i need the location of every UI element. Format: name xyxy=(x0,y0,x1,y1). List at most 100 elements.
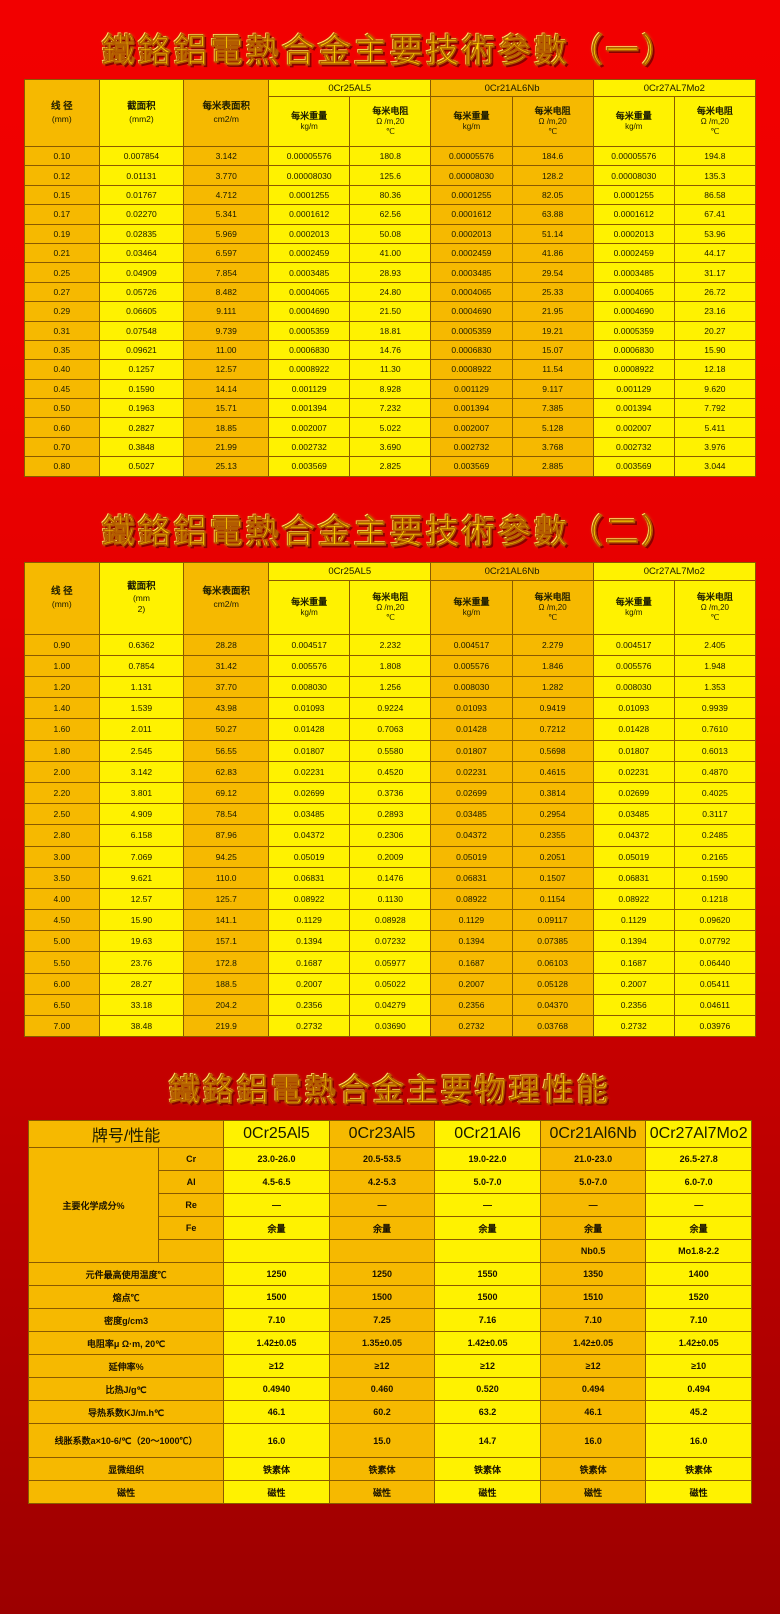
table-cell: 0.0001612 xyxy=(430,204,513,225)
table-cell: 0.008030 xyxy=(268,676,351,699)
table-cell: 204.2 xyxy=(183,993,270,1017)
header-alloy-0cr25al5: 0Cr25AL5 xyxy=(268,561,432,581)
table-row: 6.00 28.27 188.5 0.2007 0.05022 0.2007 0.05128… xyxy=(24,972,757,995)
table-cell: 0.1130 xyxy=(349,887,432,911)
table-cell: 0.0004065 xyxy=(592,281,675,303)
table-cell: 0.08922 xyxy=(430,887,513,911)
table-cell: 9.620 xyxy=(673,378,757,400)
table-cell: 磁性 xyxy=(434,1480,541,1505)
table-cell: 180.8 xyxy=(349,145,432,167)
table-cell: 9.117 xyxy=(511,378,594,400)
table1-header-group-row: 线 径 (mm) 截面积 (mm2) 每米表面积 cm2/m 0Cr25AL5 … xyxy=(24,79,757,147)
table2-header-group-row: 线 径 (mm) 截面积 (mm 2) 每米表面积 cm2/m 0Cr25AL5… xyxy=(24,561,757,635)
table-cell: 1400 xyxy=(645,1262,752,1287)
table-cell: 9.739 xyxy=(183,320,270,341)
table-cell: 0.004517 xyxy=(430,633,513,656)
wire-parameters-table-2: 线 径 (mm) 截面积 (mm 2) 每米表面积 cm2/m 0Cr25AL5… xyxy=(24,561,757,1038)
table-cell: 25.33 xyxy=(511,281,594,303)
table-cell: 0.05726 xyxy=(98,281,185,303)
table-cell: 0.4940 xyxy=(223,1377,330,1402)
table-cell: 0.29 xyxy=(24,301,100,322)
table-cell: 25.13 xyxy=(183,456,270,477)
table-cell: 1.256 xyxy=(349,676,432,699)
table-cell: 0.10 xyxy=(24,145,100,167)
table-cell: 80.36 xyxy=(349,184,432,206)
table-cell: 3.50 xyxy=(24,866,100,889)
table-cell: 5.969 xyxy=(183,223,270,244)
table-cell: 9.621 xyxy=(98,866,185,889)
table-cell: 110.0 xyxy=(183,866,270,889)
table-cell: 铁素体 xyxy=(539,1457,647,1482)
table-row: 1.80 2.545 56.55 0.01807 0.5580 0.01807 0.5698… xyxy=(24,739,757,762)
table-cell: 1250 xyxy=(328,1262,436,1287)
table-cell: 0.2355 xyxy=(511,824,594,847)
header-alloy-0cr21al6nb: 0Cr21Al6Nb xyxy=(539,1120,647,1149)
table-cell: 铁素体 xyxy=(645,1457,752,1482)
table-cell: 20.5-53.5 xyxy=(328,1147,436,1172)
table-cell: 磁性 xyxy=(328,1480,436,1505)
table-cell: 7.792 xyxy=(673,398,757,419)
table-row: 0.19 0.02835 5.969 0.0002013 50.08 0.0002013 5… xyxy=(24,223,757,244)
header-weight-2: 每米重量 kg/m xyxy=(430,96,513,147)
table-cell: 0.7212 xyxy=(511,718,594,741)
table-row: 1.40 1.539 43.98 0.01093 0.9224 0.01093 0.9419… xyxy=(24,697,757,720)
table-cell: 78.54 xyxy=(183,803,270,826)
table-cell: 0.04370 xyxy=(511,993,594,1017)
table-cell: 11.54 xyxy=(511,359,594,380)
table-cell: — xyxy=(539,1193,647,1218)
table-row: 2.80 6.158 87.96 0.04372 0.2306 0.04372 0.2355… xyxy=(24,824,757,847)
table-cell: 0.40 xyxy=(24,359,100,380)
table-cell: 41.86 xyxy=(511,242,594,264)
table-cell: 0.1394 xyxy=(592,930,675,953)
row-label xyxy=(158,1239,225,1264)
table-cell: 7.069 xyxy=(98,845,185,868)
page-title-1: 鐵鉻鋁電熱合金主要技術參數（一） xyxy=(102,34,678,70)
table-cell: 0.03485 xyxy=(592,803,675,826)
table-cell: 0.5698 xyxy=(511,739,594,762)
table-cell: 0.04611 xyxy=(673,993,757,1017)
table-cell: 7.232 xyxy=(349,398,432,419)
table-cell: 16.0 xyxy=(645,1423,752,1459)
table-cell: 0.004517 xyxy=(268,633,351,656)
table-row: 0.70 0.3848 21.99 0.002732 3.690 0.002732 3.76… xyxy=(24,436,757,458)
table-cell: 23.76 xyxy=(98,951,185,974)
table-cell: 0.0001255 xyxy=(430,184,513,206)
table-cell: 12.18 xyxy=(673,359,757,380)
table-cell: 62.56 xyxy=(349,204,432,225)
table-cell: 53.96 xyxy=(673,223,757,244)
header-alloy-0cr27al7mo2: 0Cr27AL7Mo2 xyxy=(592,561,757,581)
table-cell: 磁性 xyxy=(539,1480,647,1505)
table-row: Fe 余量 余量 余量 余量 余量 xyxy=(29,1216,752,1241)
table-row: 0.35 0.09621 11.00 0.0006830 14.76 0.0006830 1… xyxy=(24,339,757,361)
header-weight-1: 每米重量 kg/m xyxy=(268,579,351,635)
table-row: 1.20 1.131 37.70 0.008030 1.256 0.008030 1.282… xyxy=(24,676,757,699)
table-cell: 0.1394 xyxy=(430,930,513,953)
table-cell: 12.57 xyxy=(98,887,185,911)
table-cell: 11.30 xyxy=(349,359,432,380)
table-cell: 18.81 xyxy=(349,320,432,341)
table-cell: 82.05 xyxy=(511,184,594,206)
table-cell: 2.00 xyxy=(24,760,100,783)
table-cell: 18.85 xyxy=(183,417,270,438)
table-cell: 15.90 xyxy=(98,909,185,932)
table-cell: 0.35 xyxy=(24,339,100,361)
header-resistance-3: 每米电阻 Ω /m,20 ℃ xyxy=(673,579,757,635)
table-cell: 0.2009 xyxy=(349,845,432,868)
table-cell: 0.21 xyxy=(24,242,100,264)
table-cell: 0.2732 xyxy=(430,1015,513,1038)
table-cell: 0.1394 xyxy=(268,930,351,953)
table-cell: 15.71 xyxy=(183,398,270,419)
table-cell xyxy=(328,1239,436,1264)
table-row: 线胀系数a×10-6/℃（20～1000℃） 16.0 15.0 14.7 16.0 16… xyxy=(27,1423,752,1459)
table-cell: 8.482 xyxy=(183,281,270,303)
table-cell: — xyxy=(645,1193,752,1218)
table-cell: ≥12 xyxy=(539,1354,647,1379)
table-cell: 0.460 xyxy=(328,1377,436,1402)
table-cell: 7.10 xyxy=(645,1308,752,1333)
table-cell: 0.001129 xyxy=(592,378,675,400)
table-row: 比热J/g℃ 0.4940 0.460 0.520 0.494 0.494 xyxy=(27,1377,752,1402)
table-cell: 0.001129 xyxy=(430,378,513,400)
table-cell: 135.3 xyxy=(673,165,757,186)
header-grade-property: 牌号/性能 xyxy=(27,1120,225,1149)
table-cell: 0.520 xyxy=(434,1377,541,1402)
